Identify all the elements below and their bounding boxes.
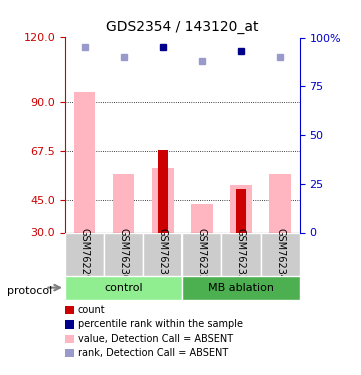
Text: GSM76231: GSM76231 — [158, 228, 168, 280]
FancyBboxPatch shape — [143, 232, 182, 276]
Bar — [74, 92, 95, 232]
Bar — [158, 150, 168, 232]
FancyBboxPatch shape — [104, 232, 143, 276]
Text: rank, Detection Call = ABSENT: rank, Detection Call = ABSENT — [78, 348, 228, 358]
Bar — [230, 185, 252, 232]
Bar — [152, 168, 174, 232]
FancyBboxPatch shape — [261, 232, 300, 276]
Text: control: control — [104, 283, 143, 293]
Text: GSM76229: GSM76229 — [79, 228, 90, 280]
FancyBboxPatch shape — [182, 232, 221, 276]
Bar — [191, 204, 213, 232]
Text: protocol: protocol — [7, 286, 52, 296]
FancyBboxPatch shape — [182, 276, 300, 300]
Text: percentile rank within the sample: percentile rank within the sample — [78, 320, 243, 329]
Bar — [113, 174, 134, 232]
Bar — [269, 174, 291, 232]
Text: GSM76232: GSM76232 — [197, 228, 207, 280]
Title: GDS2354 / 143120_at: GDS2354 / 143120_at — [106, 20, 258, 34]
FancyBboxPatch shape — [221, 232, 261, 276]
Text: GSM76234: GSM76234 — [275, 228, 285, 280]
Text: count: count — [78, 305, 105, 315]
FancyBboxPatch shape — [65, 276, 182, 300]
FancyBboxPatch shape — [65, 232, 104, 276]
Text: GSM76233: GSM76233 — [236, 228, 246, 280]
Bar — [236, 189, 246, 232]
Text: MB ablation: MB ablation — [208, 283, 274, 293]
Text: GSM76230: GSM76230 — [119, 228, 129, 280]
Text: value, Detection Call = ABSENT: value, Detection Call = ABSENT — [78, 334, 233, 344]
